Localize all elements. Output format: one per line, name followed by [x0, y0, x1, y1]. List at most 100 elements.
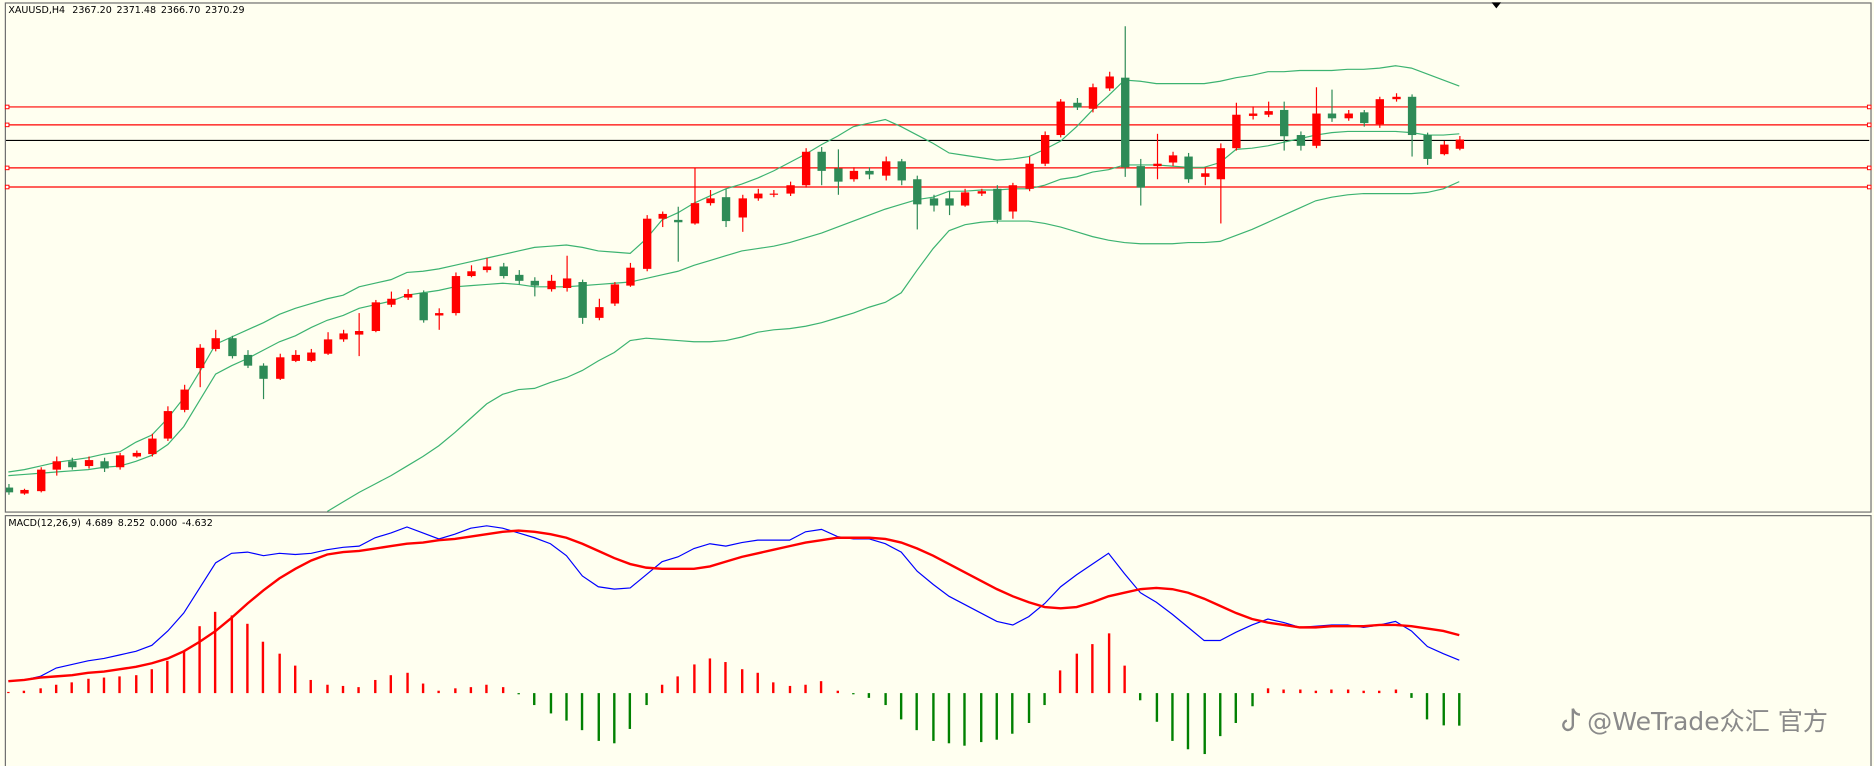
- histogram-bar: [309, 679, 312, 694]
- histogram-bar: [166, 660, 169, 694]
- candle-body: [243, 354, 253, 366]
- histogram-bar: [1458, 693, 1461, 726]
- candle-body: [945, 198, 954, 206]
- candle-body: [1216, 148, 1226, 180]
- main-header: XAUUSD,H4 2367.20 2371.48 2366.70 2370.29: [8, 5, 244, 16]
- ohlc-high: 2371.48: [117, 5, 156, 16]
- histogram-bar: [1346, 689, 1350, 694]
- main-pane-frame: [4, 2, 1872, 513]
- candle-body: [882, 161, 891, 176]
- histogram-bar: [1186, 693, 1190, 750]
- histogram-bar: [213, 611, 217, 694]
- candle-body: [1088, 87, 1098, 109]
- readout: 0.000: [150, 518, 177, 529]
- candle-body: [913, 179, 922, 205]
- histogram-bar: [1203, 693, 1206, 755]
- histogram-bar: [1123, 665, 1126, 694]
- histogram-bar: [533, 693, 536, 706]
- candle-body: [291, 354, 300, 361]
- candle-body: [1168, 155, 1178, 163]
- histogram-bar: [389, 675, 393, 694]
- histogram-bar: [932, 693, 935, 741]
- candle-body: [658, 213, 667, 219]
- histogram-bar: [1107, 633, 1111, 694]
- candle-body: [482, 266, 492, 271]
- histogram-bar: [198, 626, 201, 694]
- candle-body: [834, 168, 843, 182]
- histogram-bar: [1362, 690, 1365, 694]
- histogram-bar: [819, 681, 823, 694]
- histogram-bar: [406, 672, 409, 694]
- histogram-bar: [1314, 690, 1318, 694]
- candle-body: [738, 198, 747, 218]
- histogram-bar: [708, 658, 712, 694]
- level-handle: [1866, 122, 1872, 128]
- histogram-bar: [980, 693, 983, 743]
- candle-body: [706, 198, 715, 204]
- candle-body: [211, 338, 220, 349]
- histogram-bar: [182, 651, 186, 694]
- candle-body: [801, 151, 811, 186]
- histogram-bar: [1058, 670, 1062, 694]
- histogram-bar: [852, 693, 855, 695]
- histogram-bar: [1266, 688, 1270, 694]
- histogram-bar: [645, 693, 648, 706]
- candle-body: [960, 192, 970, 206]
- histogram-bar: [597, 693, 600, 741]
- histogram-bar: [341, 685, 345, 694]
- candle-body: [307, 352, 316, 361]
- level-handle: [1866, 165, 1872, 171]
- candle-body: [132, 452, 142, 457]
- candle-body: [52, 461, 61, 470]
- candle-body: [1344, 113, 1353, 119]
- histogram-bar: [150, 669, 153, 694]
- candle-body: [1296, 135, 1306, 146]
- histogram-bar: [899, 693, 903, 720]
- histogram-bar: [421, 683, 425, 694]
- histogram-bar: [70, 682, 73, 694]
- candle-body: [1360, 112, 1369, 124]
- candle-body: [977, 191, 987, 194]
- histogram-bar: [549, 693, 553, 714]
- histogram-bar: [230, 615, 234, 694]
- histogram-bar: [1410, 693, 1413, 698]
- histogram-bar: [1442, 693, 1445, 726]
- candle-body: [148, 438, 157, 455]
- histogram-bar: [454, 688, 457, 694]
- candle-body: [37, 469, 46, 492]
- candle-body: [690, 203, 700, 224]
- histogram-bar: [1299, 689, 1302, 694]
- level-handle: [4, 184, 10, 190]
- candle-body: [562, 278, 572, 288]
- candle-body: [1392, 96, 1401, 100]
- level-handle: [4, 165, 10, 171]
- candle-body: [1025, 163, 1034, 189]
- candle-body: [849, 170, 859, 180]
- candle-body: [610, 284, 620, 304]
- candle-body: [1232, 114, 1241, 149]
- candle-body: [1312, 113, 1321, 146]
- histogram-bar: [357, 687, 360, 694]
- candle-body: [721, 197, 731, 222]
- histogram-bar: [118, 676, 121, 694]
- histogram-bar: [261, 641, 265, 694]
- histogram-bar: [867, 693, 871, 698]
- candle-body: [1455, 139, 1465, 149]
- candle-body: [68, 461, 77, 468]
- candle-body: [1201, 173, 1210, 177]
- candle-body: [1440, 144, 1449, 155]
- histogram-bar: [1251, 693, 1254, 707]
- histogram-bar: [374, 679, 377, 694]
- histogram-bar: [804, 684, 807, 694]
- candle-body: [276, 357, 285, 379]
- candle-body: [339, 333, 348, 340]
- candle-body: [435, 313, 444, 316]
- candle-body: [578, 282, 587, 318]
- histogram-bar: [1219, 693, 1222, 737]
- histogram-bar: [963, 693, 966, 746]
- histogram-bar: [517, 693, 520, 695]
- candle-body: [1136, 166, 1145, 188]
- histogram-bar: [87, 678, 90, 694]
